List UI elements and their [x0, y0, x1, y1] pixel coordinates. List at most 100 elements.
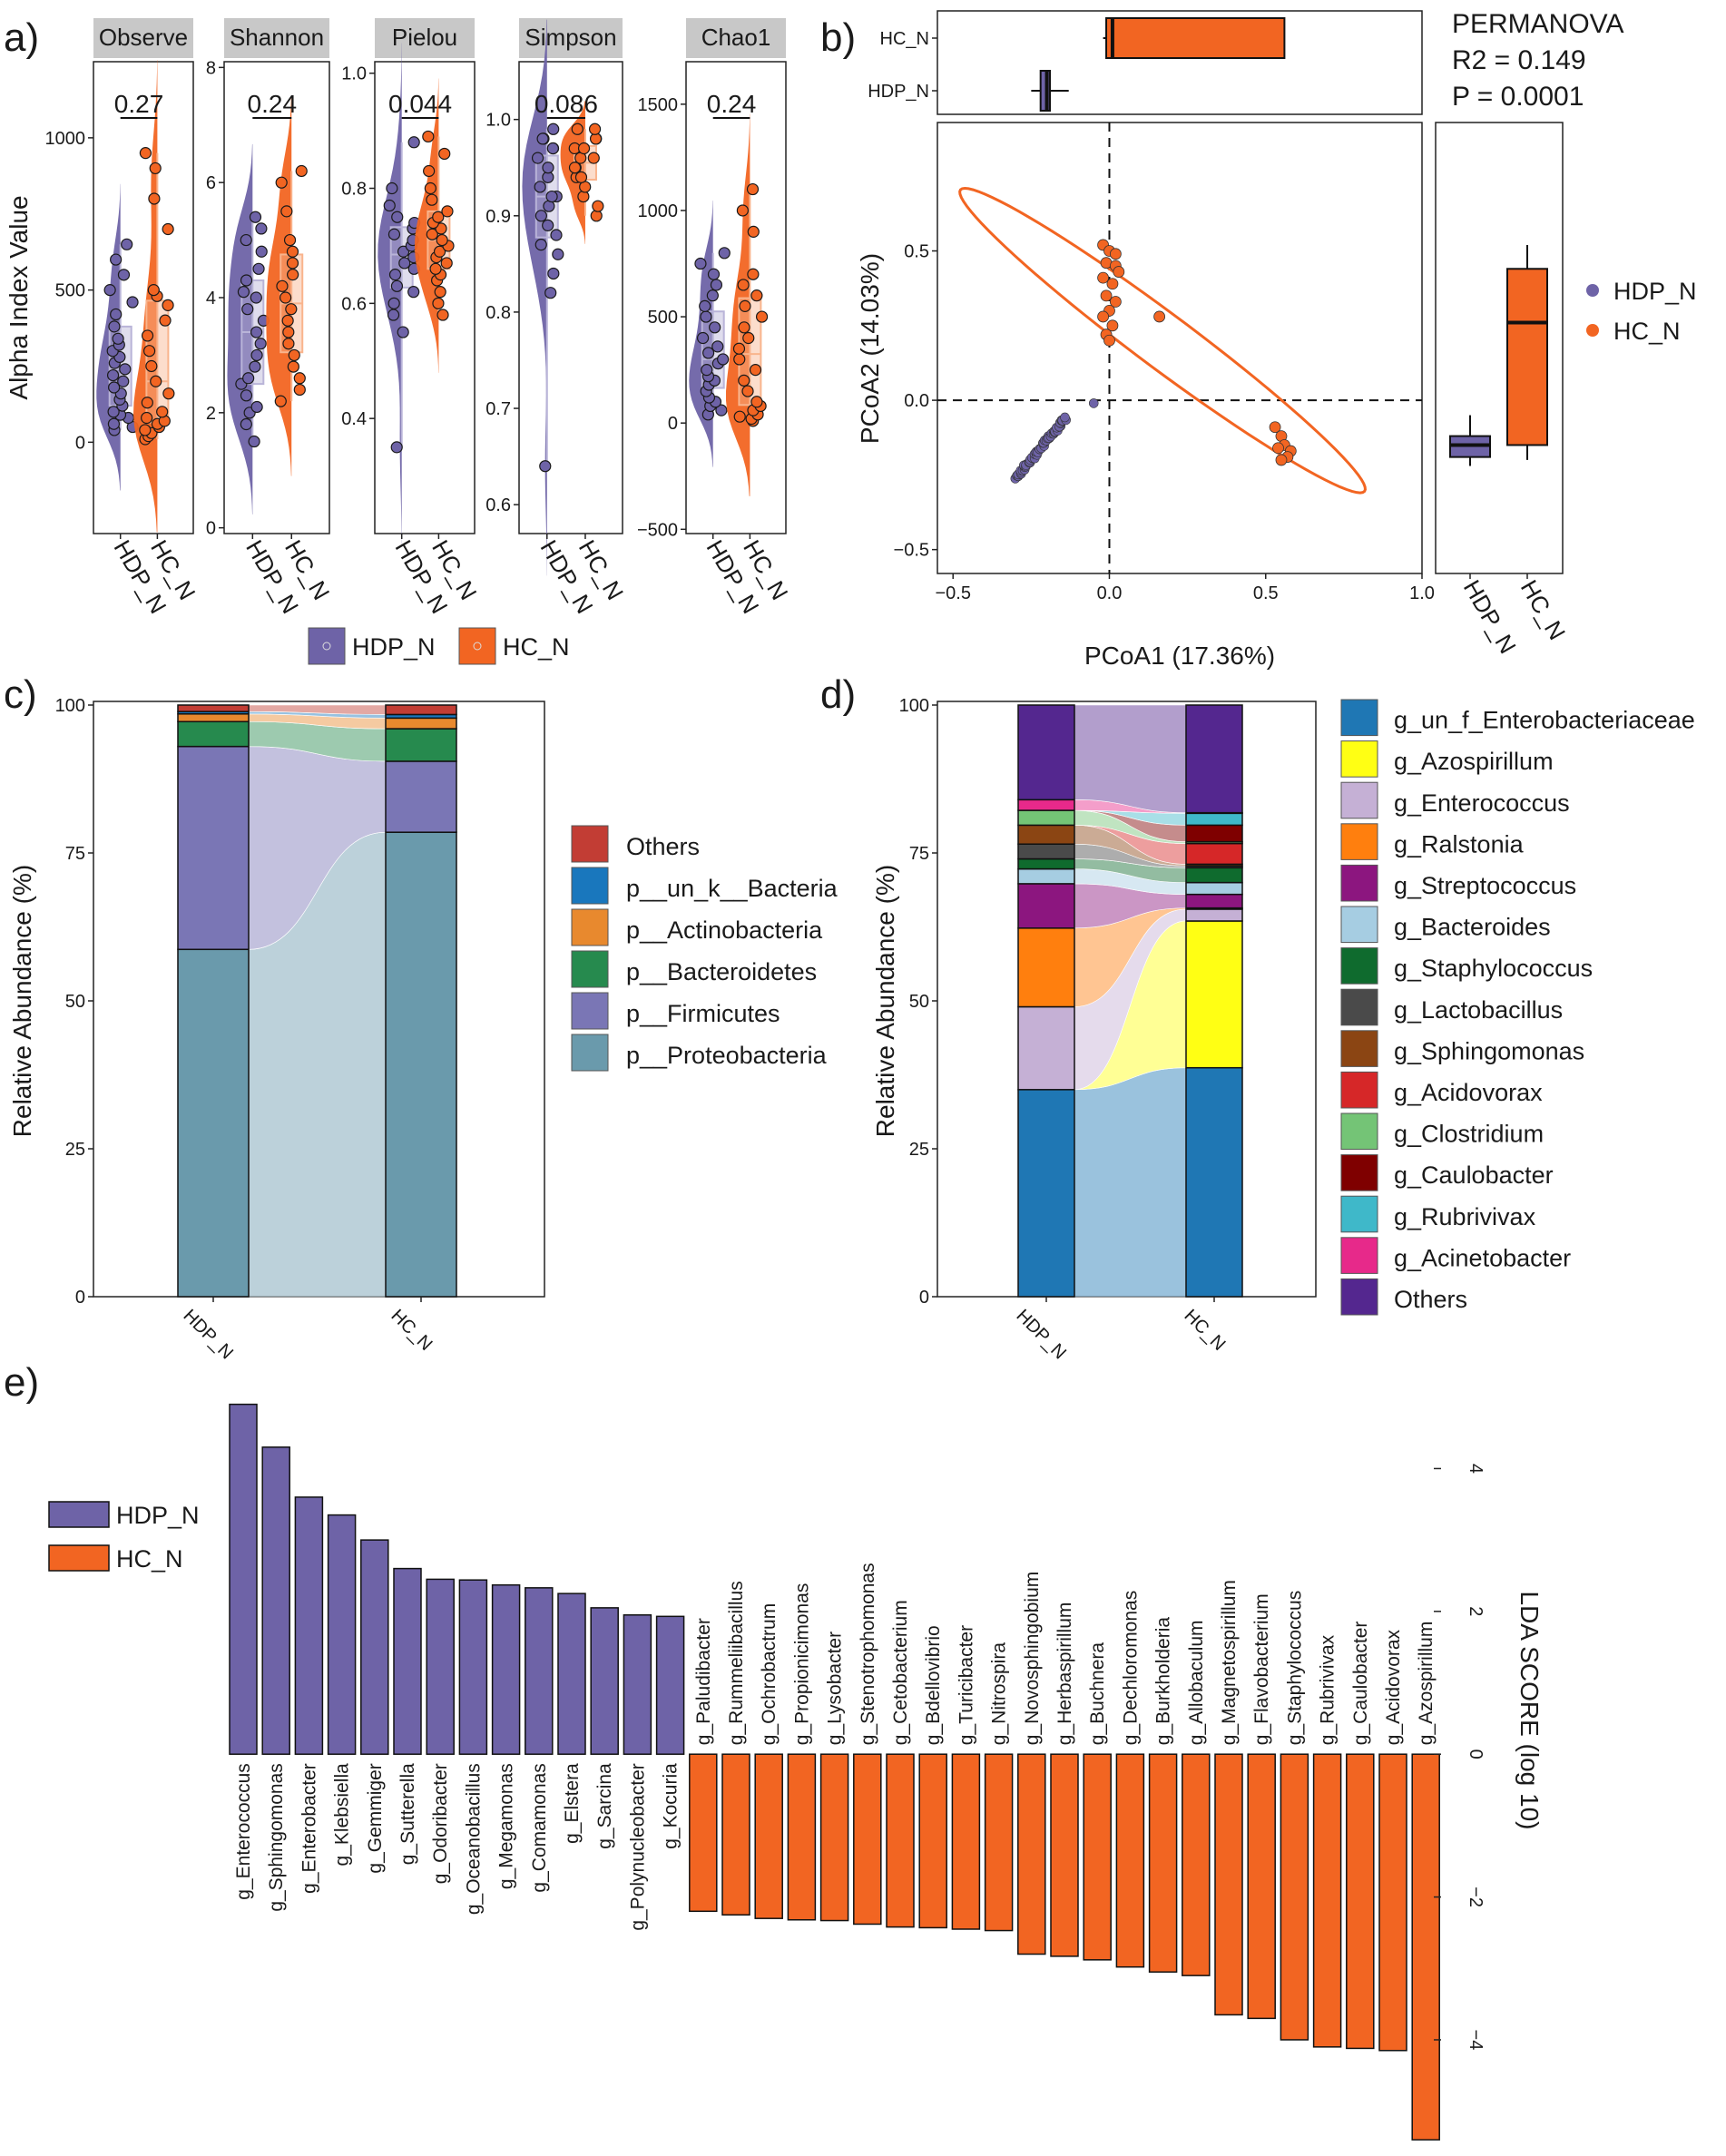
sample-point-hdp — [700, 310, 712, 323]
sample-point-hdp — [250, 348, 263, 362]
sample-point-hdp — [126, 296, 139, 309]
legend-key — [1340, 988, 1378, 1026]
lda-genus-label: g_Kocuria — [661, 1763, 682, 1849]
x-tick-label: 1.0 — [1409, 583, 1435, 603]
y-tick-label: 1000 — [638, 201, 679, 221]
y-axis-title: Relative Abundance (%) — [8, 865, 36, 1137]
sample-point-hdp — [407, 286, 420, 299]
lda-bar-hc — [689, 1753, 718, 1913]
lda-bar-hdp — [623, 1613, 652, 1755]
y-tick-label: 2 — [206, 404, 216, 424]
sample-point-hc — [441, 205, 454, 218]
stack-segment — [1017, 843, 1075, 860]
legend-key — [571, 908, 609, 946]
lda-bar-hdp — [426, 1578, 455, 1755]
legend-label: HC_N — [503, 633, 570, 661]
stack-segment — [1185, 812, 1243, 827]
sample-point-hc — [568, 162, 582, 174]
y-tick-label: 1.0 — [485, 111, 511, 131]
stack-segment — [385, 760, 457, 833]
sample-point-hc — [274, 395, 287, 407]
sample-point-hc — [588, 122, 602, 135]
hc-sample-point — [1269, 421, 1281, 434]
lda-genus-label: g_Ochrobactrum — [759, 1603, 780, 1745]
y-tick-label: HDP_N — [868, 82, 929, 102]
stack-frame — [93, 701, 545, 1298]
legend-label: g_Sphingomonas — [1394, 1037, 1584, 1064]
sample-point-hdp — [250, 400, 263, 414]
stack-segment — [1017, 1005, 1075, 1091]
lda-bar-hdp — [590, 1607, 619, 1755]
sample-point-hdp — [250, 326, 263, 338]
y-tick-label: −2 — [1466, 1886, 1486, 1907]
hc-sample-point — [1272, 442, 1284, 455]
lda-genus-label: g_Megamonas — [496, 1763, 517, 1889]
sample-point-hdp — [398, 257, 411, 270]
legend-label: g_Staphylococcus — [1394, 955, 1593, 982]
lda-genus-label: g_Acidovorax — [1383, 1629, 1404, 1745]
y-tick-label: 2 — [1466, 1606, 1486, 1616]
legend-key — [1340, 1071, 1378, 1109]
lda-genus-label: g_Polynucleobacter — [627, 1763, 648, 1930]
y-tick-label: 0.9 — [485, 207, 511, 227]
lda-bar-hdp — [327, 1514, 357, 1755]
p-value-label: 0.27 — [114, 90, 164, 118]
facet-title: Simpson — [525, 24, 616, 51]
facet-title: Observe — [99, 24, 188, 51]
lda-bar-hdp — [557, 1592, 586, 1755]
lda-genus-label: g_Cetobacterium — [890, 1600, 911, 1745]
legend-key — [1586, 284, 1599, 297]
y-axis-title: PCoA2 (14.03%) — [856, 253, 884, 444]
sample-point-hdp — [240, 233, 252, 247]
sample-point-hdp — [534, 210, 547, 222]
sample-point-hc — [279, 291, 292, 304]
sample-point-hc — [148, 192, 161, 205]
hc-sample-point — [1153, 310, 1166, 323]
sample-point-hdp — [552, 248, 564, 260]
lda-bar-hc — [951, 1753, 981, 1930]
lda-genus-label: g_Dechloromonas — [1120, 1591, 1141, 1745]
sample-point-hdp — [545, 190, 558, 203]
legend-label: g_Azospirillum — [1394, 748, 1554, 775]
legend-key — [1340, 781, 1378, 819]
legend-label: g_Streptococcus — [1394, 872, 1576, 899]
sample-point-hdp — [117, 269, 131, 281]
y-tick-label: 6 — [206, 173, 216, 193]
sample-point-hdp — [718, 247, 731, 260]
sample-point-hdp — [237, 286, 250, 299]
lda-genus-label: g_Rummeliibacillus — [726, 1581, 747, 1745]
y-tick-label: 50 — [909, 992, 929, 1012]
sample-point-hdp — [255, 222, 268, 235]
permanova-stat: P = 0.0001 — [1452, 82, 1584, 112]
sample-point-hdp — [240, 417, 252, 431]
y-tick-label: 8 — [206, 58, 216, 78]
sample-point-hdp — [108, 320, 121, 333]
lda-genus-label: g_Stenotrophomonas — [858, 1563, 878, 1745]
lda-bar-hc — [1247, 1753, 1276, 2020]
sample-point-hc — [276, 279, 289, 292]
lda-bar-hdp — [655, 1615, 685, 1755]
sample-point-hdp — [542, 162, 554, 174]
lda-bar-hdp — [360, 1539, 389, 1755]
legend-key — [571, 825, 609, 863]
stack-segment — [385, 704, 457, 716]
lda-bar-hc — [754, 1753, 783, 1919]
sample-point-hdp — [107, 406, 120, 418]
stack-segment — [1185, 824, 1243, 843]
legend-key — [571, 992, 609, 1030]
hc-sample-point — [1109, 296, 1122, 308]
legend-key — [571, 950, 609, 988]
sample-point-hdp — [702, 347, 715, 359]
lda-genus-label: g_Sphingomonas — [266, 1763, 287, 1911]
sample-point-hc — [162, 387, 175, 400]
sample-point-hc — [738, 321, 750, 334]
sample-point-hc — [746, 182, 760, 196]
facet-strip — [93, 18, 193, 58]
stack-segment — [1017, 704, 1075, 801]
legend-key — [48, 1501, 110, 1528]
legend-label: p__un_k__Bacteria — [626, 875, 838, 902]
stack-segment — [1017, 809, 1075, 827]
sample-point-hc — [737, 279, 750, 291]
stack-segment — [1017, 867, 1075, 885]
sample-point-hc — [741, 385, 754, 397]
